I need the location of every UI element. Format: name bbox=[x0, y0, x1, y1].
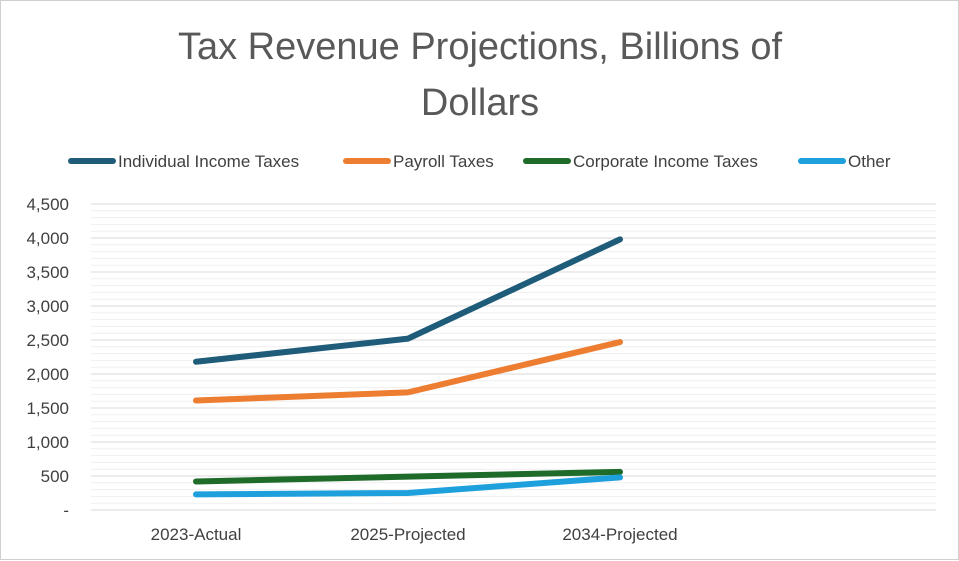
chart-title-line-1: Tax Revenue Projections, Billions of bbox=[178, 26, 783, 68]
legend-label: Corporate Income Taxes bbox=[573, 152, 758, 171]
x-tick-label: 2034-Projected bbox=[562, 525, 677, 544]
x-tick-label: 2023-Actual bbox=[151, 525, 242, 544]
y-tick-label: 2,000 bbox=[26, 365, 69, 384]
series-line-corporate-income-taxes bbox=[193, 468, 623, 485]
series-line-individual-income-taxes bbox=[193, 236, 623, 365]
legend-label: Individual Income Taxes bbox=[118, 152, 299, 171]
series-line-other bbox=[193, 474, 623, 498]
legend-item-individual-income-taxes: Individual Income Taxes bbox=[68, 152, 299, 171]
y-tick-label: 2,500 bbox=[26, 331, 69, 350]
y-tick-label: 4,500 bbox=[26, 195, 69, 214]
gridlines bbox=[91, 203, 936, 511]
legend-label: Other bbox=[848, 152, 891, 171]
y-axis-ticks: - 500 1,000 1,500 2,000 2,500 3,000 3,500 4,000 4… bbox=[26, 195, 69, 520]
chart-title-line-2: Dollars bbox=[421, 82, 539, 124]
y-tick-label: - bbox=[63, 501, 69, 520]
x-tick-label: 2025-Projected bbox=[350, 525, 465, 544]
x-axis-ticks: 2023-Actual 2025-Projected 2034-Projected bbox=[151, 525, 678, 544]
legend-item-payroll-taxes: Payroll Taxes bbox=[343, 152, 494, 171]
legend-item-corporate-income-taxes: Corporate Income Taxes bbox=[523, 152, 758, 171]
y-tick-label: 1,500 bbox=[26, 399, 69, 418]
series-lines bbox=[193, 236, 623, 498]
legend-label: Payroll Taxes bbox=[393, 152, 494, 171]
y-tick-label: 3,500 bbox=[26, 263, 69, 282]
series-line-payroll-taxes bbox=[193, 339, 623, 404]
y-tick-label: 4,000 bbox=[26, 229, 69, 248]
y-tick-label: 1,000 bbox=[26, 433, 69, 452]
y-tick-label: 3,000 bbox=[26, 297, 69, 316]
y-tick-label: 500 bbox=[41, 467, 69, 486]
legend: Individual Income Taxes Payroll Taxes Corp… bbox=[68, 152, 891, 171]
legend-item-other: Other bbox=[798, 152, 891, 171]
